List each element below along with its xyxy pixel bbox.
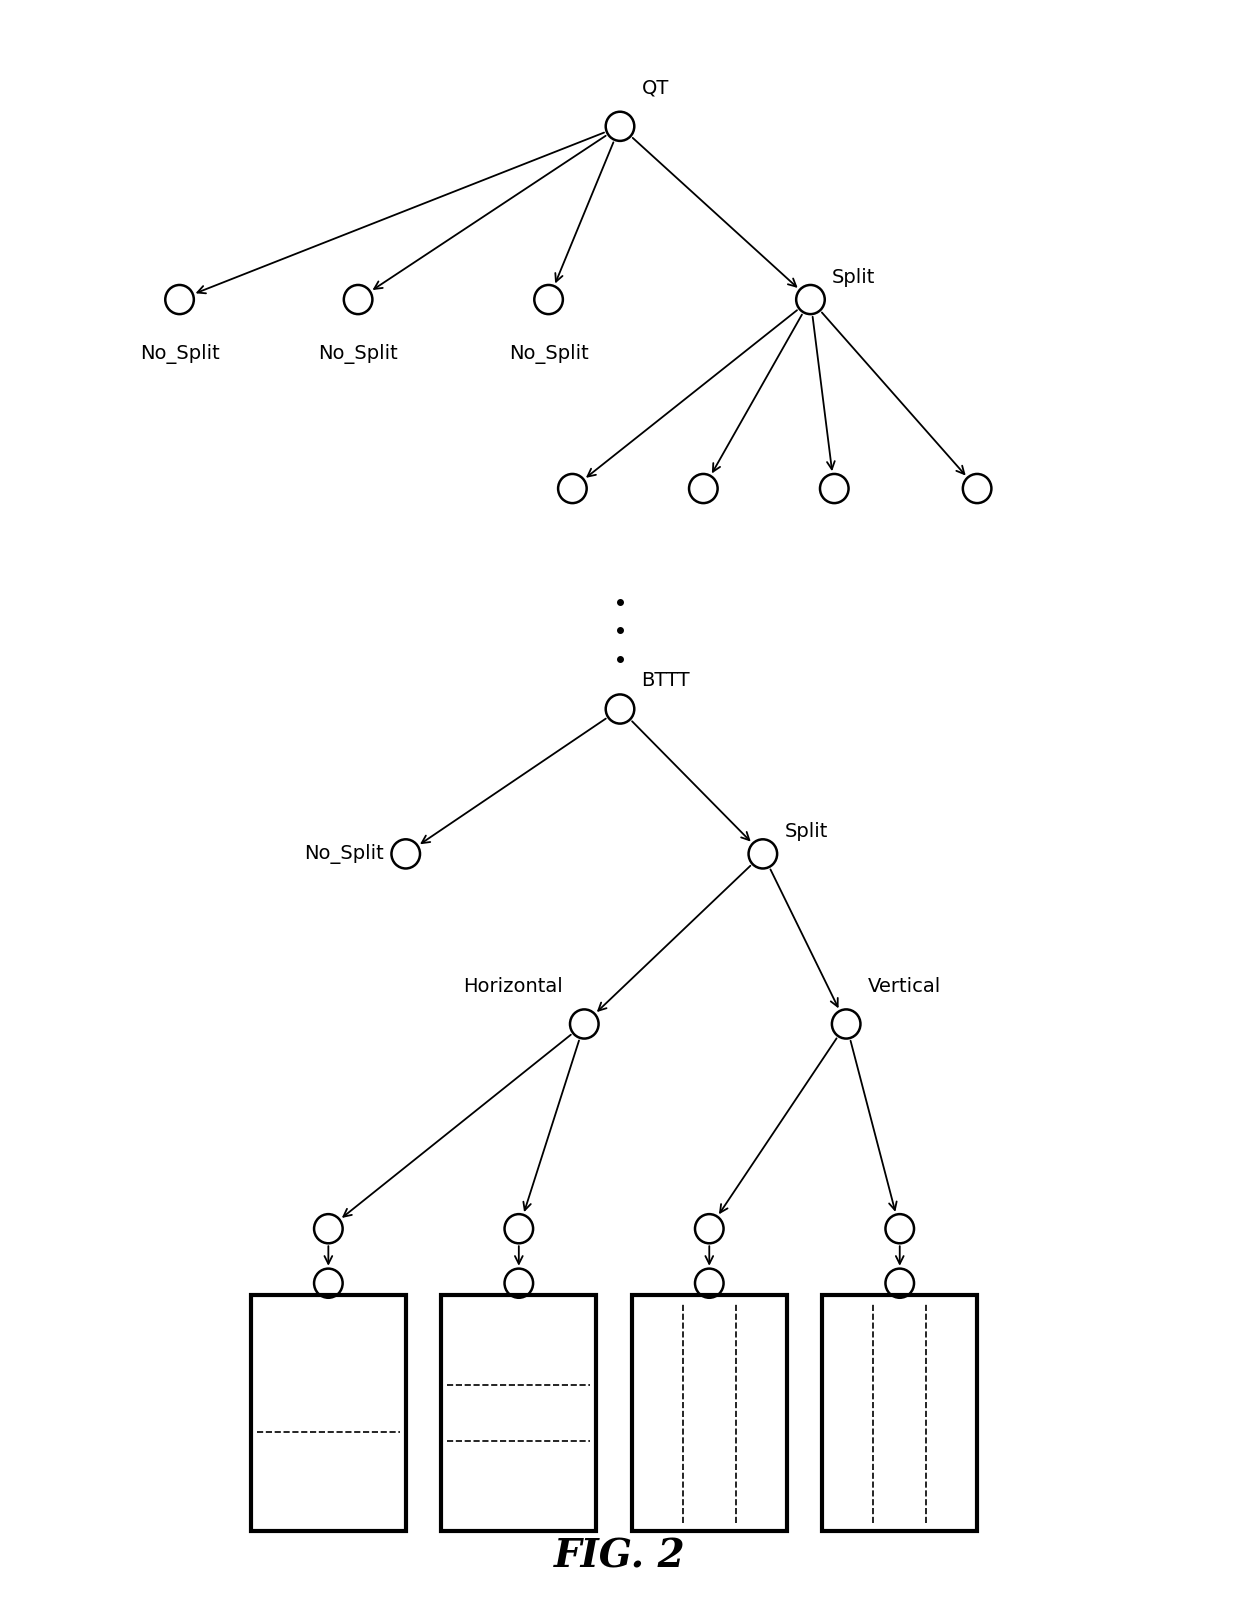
- Text: No_Split: No_Split: [508, 344, 589, 363]
- Text: No_Split: No_Split: [140, 344, 219, 363]
- Text: Split: Split: [784, 823, 827, 842]
- Text: No_Split: No_Split: [305, 844, 384, 865]
- Text: Horizontal: Horizontal: [463, 977, 563, 996]
- Bar: [250, 1295, 405, 1531]
- Bar: [822, 1295, 977, 1531]
- Text: BTTT: BTTT: [641, 672, 689, 689]
- Text: Vertical: Vertical: [868, 977, 941, 996]
- Text: QT: QT: [641, 79, 668, 98]
- Text: Split: Split: [832, 268, 875, 288]
- Bar: [632, 1295, 786, 1531]
- Text: FIG. 2: FIG. 2: [554, 1538, 686, 1575]
- Text: No_Split: No_Split: [319, 344, 398, 363]
- Bar: [441, 1295, 596, 1531]
